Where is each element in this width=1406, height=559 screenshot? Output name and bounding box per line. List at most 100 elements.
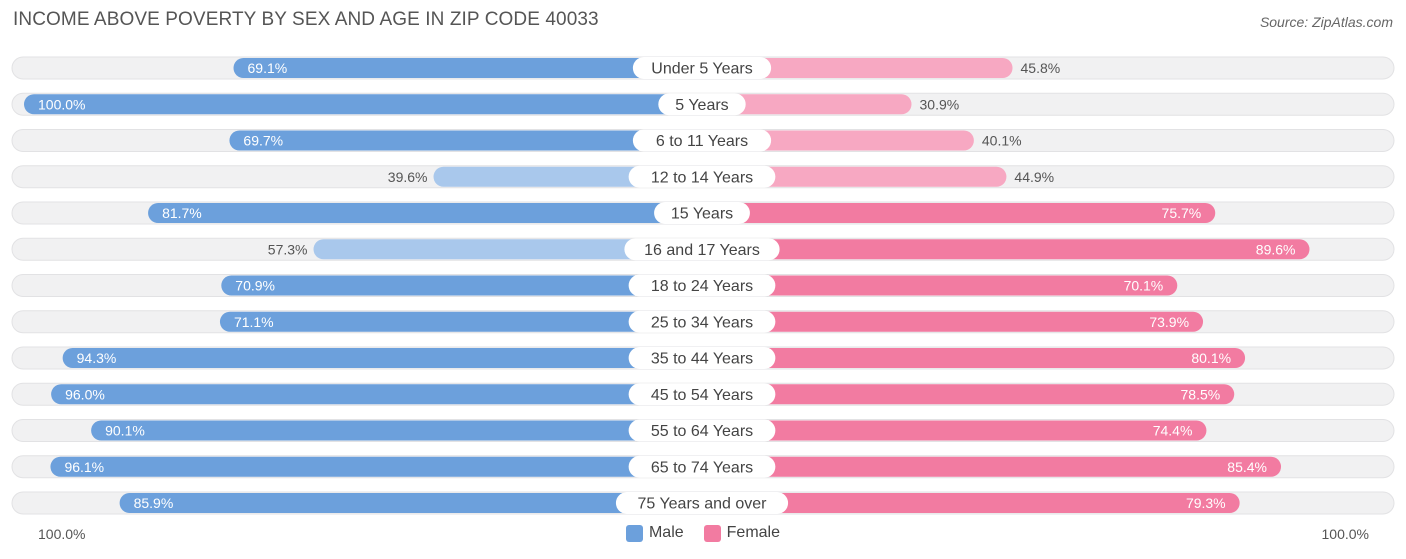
female-bar[interactable] — [702, 456, 1282, 477]
female-bar[interactable] — [702, 348, 1246, 368]
male-bar[interactable] — [219, 311, 702, 332]
male-bar[interactable] — [51, 384, 703, 405]
bar-row: 96.0% 78.5% 45 to 54 Years — [11, 382, 1395, 406]
male-value-label: 71.1% — [234, 314, 274, 330]
male-value-label: 90.1% — [105, 423, 145, 439]
bar-row: 69.1% 45.8% Under 5 Years — [11, 56, 1395, 80]
female-bar[interactable] — [702, 493, 1240, 513]
female-bar[interactable] — [702, 384, 1235, 405]
category-label: 5 Years — [675, 97, 728, 114]
male-value-label: 85.9% — [134, 495, 174, 511]
male-value-label: 96.1% — [64, 459, 104, 475]
male-value-label: 70.9% — [235, 278, 275, 294]
category-label: 12 to 14 Years — [651, 169, 753, 186]
bar-row: 57.3% 89.6% 16 and 17 Years — [11, 237, 1395, 261]
female-value-label: 89.6% — [1256, 241, 1296, 257]
male-bar[interactable] — [119, 493, 702, 513]
bar-row: 70.9% 70.1% 18 to 24 Years — [11, 274, 1395, 297]
legend-swatch-male — [625, 524, 643, 542]
female-value-label: 78.5% — [1181, 386, 1221, 402]
chart-title: INCOME ABOVE POVERTY BY SEX AND AGE IN Z… — [13, 9, 599, 30]
axis-left-label: 100.0% — [38, 526, 86, 542]
bar-row: 39.6% 44.9% 12 to 14 Years — [11, 165, 1395, 189]
male-value-label: 100.0% — [38, 96, 85, 112]
male-value-label: 57.3% — [268, 241, 308, 257]
legend-label-female: Female — [726, 524, 781, 541]
male-bar[interactable] — [229, 130, 702, 151]
legend: Male Female — [0, 524, 1406, 542]
female-bar[interactable] — [702, 311, 1204, 332]
source-label: Source: ZipAtlas.com — [1259, 14, 1393, 30]
category-pill — [615, 492, 789, 514]
bar-row: 90.1% 74.4% 55 to 64 Years — [11, 419, 1395, 442]
female-bar[interactable] — [702, 275, 1178, 296]
male-bar[interactable] — [24, 94, 702, 115]
female-value-label: 79.3% — [1186, 495, 1226, 511]
male-bar[interactable] — [313, 239, 702, 260]
legend-label-male: Male — [648, 524, 684, 541]
female-value-label: 45.8% — [1021, 60, 1061, 76]
category-pill — [628, 347, 776, 369]
female-bar[interactable] — [702, 58, 1013, 78]
male-bar[interactable] — [91, 420, 702, 441]
female-value-label: 70.1% — [1124, 278, 1164, 294]
category-pill — [624, 238, 780, 261]
legend-item-male[interactable]: Male — [625, 524, 684, 542]
category-label: 15 Years — [671, 206, 733, 223]
category-label: 35 to 44 Years — [651, 351, 753, 368]
female-value-label: 40.1% — [982, 133, 1022, 149]
category-pill — [628, 383, 776, 406]
bar-row: 69.7% 40.1% 6 to 11 Years — [11, 129, 1395, 152]
category-pill — [628, 455, 776, 478]
female-bar[interactable] — [702, 130, 974, 151]
category-label: 16 and 17 Years — [644, 242, 760, 259]
category-pill — [632, 57, 772, 79]
female-value-label: 74.4% — [1153, 423, 1193, 439]
category-pill — [628, 274, 776, 297]
male-bar[interactable] — [221, 275, 702, 296]
female-value-label: 80.1% — [1191, 350, 1231, 366]
male-bar[interactable] — [50, 456, 702, 477]
male-value-label: 69.1% — [248, 60, 288, 76]
legend-swatch-female — [703, 524, 721, 542]
male-value-label: 94.3% — [77, 350, 117, 366]
category-pill — [654, 202, 750, 224]
female-value-label: 75.7% — [1162, 205, 1202, 221]
female-bar[interactable] — [702, 203, 1216, 223]
category-pill — [658, 93, 746, 116]
category-label: 45 to 54 Years — [651, 387, 753, 404]
category-label: 18 to 24 Years — [651, 278, 753, 295]
female-bar[interactable] — [702, 420, 1207, 441]
bar-row: 94.3% 80.1% 35 to 44 Years — [11, 346, 1395, 370]
male-bar[interactable] — [233, 58, 702, 78]
bar-row: 85.9% 79.3% 75 Years and over — [11, 491, 1395, 515]
category-pill — [628, 165, 776, 188]
male-value-label: 69.7% — [243, 133, 283, 149]
bar-row: 100.0% 30.9% 5 Years — [11, 92, 1395, 116]
axis-right-label: 100.0% — [1321, 526, 1369, 542]
male-value-label: 81.7% — [162, 205, 202, 221]
female-value-label: 44.9% — [1014, 169, 1054, 185]
female-bar[interactable] — [702, 166, 1007, 187]
male-bar[interactable] — [148, 203, 703, 223]
category-label: 75 Years and over — [638, 496, 768, 513]
female-bar[interactable] — [702, 94, 912, 115]
male-bar[interactable] — [62, 348, 703, 368]
female-bar[interactable] — [702, 239, 1310, 260]
female-value-label: 73.9% — [1149, 314, 1189, 330]
legend-item-female[interactable]: Female — [703, 524, 781, 542]
bar-row: 71.1% 73.9% 25 to 34 Years — [11, 310, 1395, 334]
category-pill — [628, 310, 776, 333]
category-label: 6 to 11 Years — [656, 133, 748, 150]
female-value-label: 30.9% — [920, 96, 960, 112]
category-label: 65 to 74 Years — [651, 459, 753, 476]
category-pill — [632, 129, 772, 152]
category-label: 25 to 34 Years — [651, 314, 753, 331]
bar-row: 81.7% 75.7% 15 Years — [11, 201, 1395, 225]
male-value-label: 39.6% — [388, 169, 428, 185]
male-value-label: 96.0% — [65, 386, 105, 402]
category-pill — [628, 419, 776, 442]
category-label: Under 5 Years — [651, 61, 752, 78]
female-value-label: 85.4% — [1227, 459, 1267, 475]
bar-row: 96.1% 85.4% 65 to 74 Years — [11, 455, 1395, 479]
